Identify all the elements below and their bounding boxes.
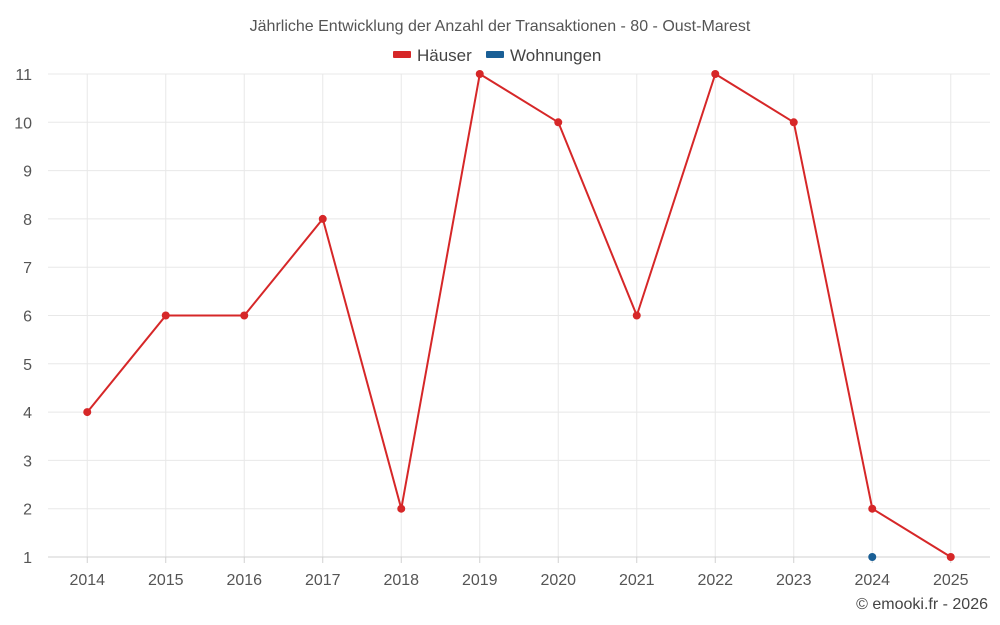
data-point[interactable] bbox=[632, 311, 641, 320]
data-point[interactable] bbox=[946, 553, 955, 561]
x-tick-label: 2015 bbox=[148, 572, 184, 589]
x-tick-label: 2020 bbox=[540, 572, 576, 589]
data-point[interactable] bbox=[397, 504, 406, 513]
data-point[interactable] bbox=[868, 553, 877, 561]
x-tick-label: 2025 bbox=[933, 572, 969, 589]
y-axis: 1 2 3 4 5 6 7 8 9 10 11 bbox=[14, 67, 32, 567]
data-point[interactable] bbox=[554, 118, 563, 127]
chart-title: Jährliche Entwicklung der Anzahl der Tra… bbox=[250, 18, 751, 35]
y-tick-label: 4 bbox=[23, 405, 32, 422]
y-tick-label: 7 bbox=[23, 260, 32, 277]
legend-item-wohnungen[interactable]: Wohnungen bbox=[486, 46, 601, 65]
x-tick-label: 2017 bbox=[305, 572, 341, 589]
data-point[interactable] bbox=[475, 70, 484, 78]
x-tick-label: 2018 bbox=[383, 572, 419, 589]
y-tick-label: 3 bbox=[23, 453, 32, 470]
legend-swatch-haeuser bbox=[393, 51, 411, 58]
y-tick-label: 8 bbox=[23, 212, 32, 229]
y-tick-label: 9 bbox=[23, 164, 32, 181]
legend-label-wohnungen: Wohnungen bbox=[510, 46, 601, 65]
data-point[interactable] bbox=[161, 311, 170, 320]
legend: Häuser Wohnungen bbox=[393, 46, 601, 65]
series-line-0 bbox=[86, 73, 952, 558]
y-tick-label: 1 bbox=[23, 550, 32, 567]
data-point[interactable] bbox=[789, 118, 798, 127]
y-tick-label: 11 bbox=[15, 67, 32, 84]
legend-item-haeuser[interactable]: Häuser bbox=[393, 46, 472, 65]
x-tick-label: 2022 bbox=[697, 572, 733, 589]
x-tick-label: 2014 bbox=[69, 572, 105, 589]
x-tick-label: 2019 bbox=[462, 572, 498, 589]
y-tick-label: 2 bbox=[23, 502, 32, 519]
series-layer bbox=[83, 70, 955, 561]
legend-swatch-wohnungen bbox=[486, 51, 504, 58]
x-tick-label: 2024 bbox=[854, 572, 890, 589]
data-point[interactable] bbox=[318, 214, 327, 223]
data-point[interactable] bbox=[868, 504, 877, 513]
x-axis: 2014 2015 2016 2017 2018 2019 2020 2021 2022 2023… bbox=[48, 556, 990, 589]
x-tick-label: 2016 bbox=[226, 572, 262, 589]
legend-label-haeuser: Häuser bbox=[417, 46, 472, 65]
y-tick-label: 10 bbox=[14, 115, 32, 132]
x-tick-label: 2021 bbox=[619, 572, 655, 589]
x-tick-label: 2023 bbox=[776, 572, 812, 589]
y-tick-label: 5 bbox=[23, 357, 32, 374]
y-tick-label: 6 bbox=[23, 309, 32, 326]
data-point[interactable] bbox=[240, 311, 249, 320]
credit-text: © emooki.fr - 2026 bbox=[856, 596, 988, 613]
data-point[interactable] bbox=[83, 408, 92, 417]
data-point[interactable] bbox=[711, 70, 720, 78]
